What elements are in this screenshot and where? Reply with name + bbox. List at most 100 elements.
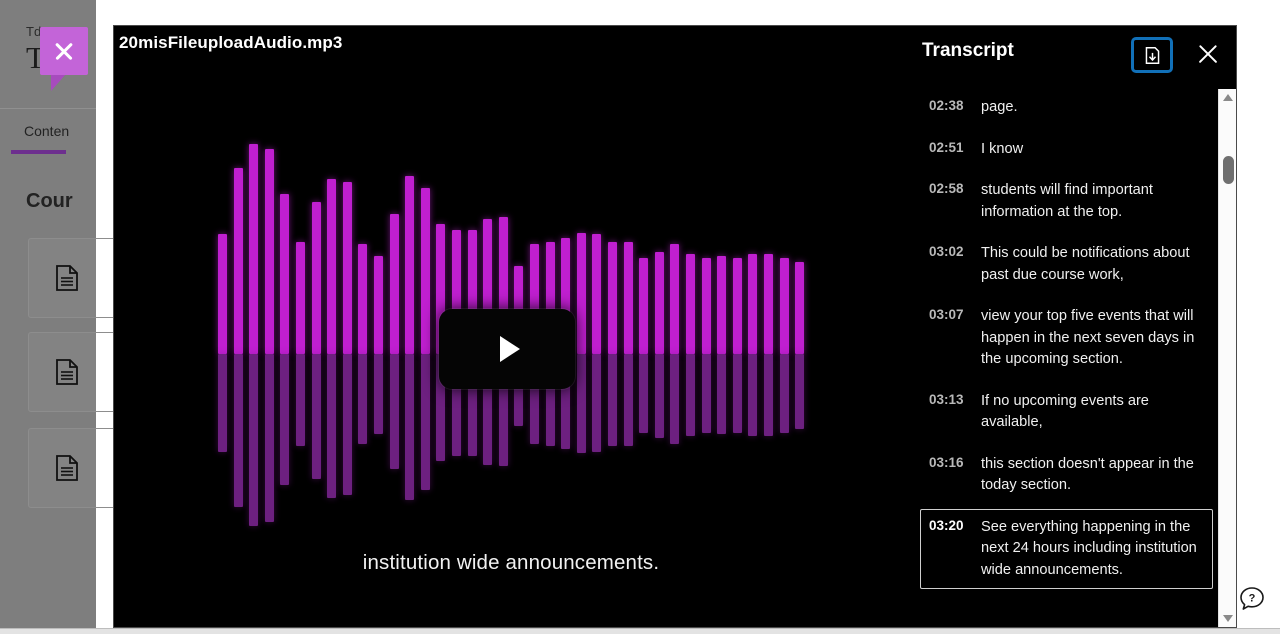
waveform-bar-mirror [452, 354, 461, 456]
section-title: Cour [26, 190, 73, 212]
waveform-bar [530, 244, 539, 354]
transcript-entry-text: See everything happening in the next 24 … [981, 518, 1197, 578]
waveform-bar-mirror [686, 354, 695, 436]
waveform-bar [592, 234, 602, 354]
scroll-down-arrow[interactable] [1219, 610, 1236, 627]
waveform-bar-mirror [374, 354, 383, 435]
waveform-bar [764, 254, 773, 354]
waveform-area[interactable] [114, 81, 908, 527]
waveform-bar [311, 202, 321, 354]
transcript-entry-time: 03:16 [929, 454, 964, 470]
callout-close-button[interactable] [40, 27, 88, 75]
download-transcript-button[interactable] [1131, 37, 1173, 73]
waveform-bar [218, 234, 227, 354]
tab-content[interactable]: Conten [24, 123, 70, 139]
waveform-bar [264, 149, 274, 354]
waveform-bar-mirror [467, 354, 477, 456]
background-course-panel: Td T Conten Cour [0, 0, 228, 628]
file-name-label: 20misFileuploadAudio.mp3 [119, 33, 343, 52]
waveform-bar [701, 258, 711, 354]
scrollbar-thumb[interactable] [1223, 156, 1234, 184]
transcript-entry-time: 02:38 [929, 98, 964, 113]
close-transcript-button[interactable] [1195, 41, 1221, 67]
download-document-icon [1145, 46, 1159, 64]
waveform-bar [498, 217, 508, 354]
waveform-bar [327, 179, 337, 354]
transcript-entry-text: I know [981, 140, 1024, 157]
waveform-bar-mirror [608, 354, 617, 446]
waveform-bar [296, 242, 305, 354]
waveform-bar [717, 256, 727, 354]
waveform-bar-mirror [530, 354, 539, 445]
background-tabbar: Conten [0, 108, 96, 156]
waveform-bar-mirror [498, 354, 508, 467]
transcript-scrollbar[interactable] [1218, 89, 1236, 627]
transcript-entry-text: This could be notifications about past d… [981, 245, 1190, 283]
document-icon [56, 359, 78, 385]
transcript-entry[interactable]: 03:02 This could be notifications about p… [920, 235, 1213, 294]
transcript-entry-time: 03:07 [929, 307, 964, 322]
waveform-bar [467, 230, 477, 354]
waveform-bar [374, 256, 383, 354]
transcript-entry-text: page. [981, 99, 1018, 115]
document-icon [56, 265, 78, 291]
waveform-bar [748, 254, 758, 354]
waveform-bar [686, 254, 695, 354]
transcript-entry-time: 03:02 [929, 244, 964, 259]
waveform-bar [452, 230, 461, 354]
waveform-bar [576, 233, 586, 354]
breadcrumb: Td [26, 24, 42, 39]
transcript-entry[interactable]: 02:51 I know [920, 131, 1213, 169]
waveform-bar-mirror [342, 354, 352, 496]
transcript-entry[interactable]: 03:07 view your top five events that will… [920, 298, 1213, 379]
scroll-up-arrow[interactable] [1219, 89, 1236, 106]
close-icon [53, 40, 75, 62]
background-panel-content: Td T Conten Cour [0, 0, 228, 628]
waveform-bar-mirror [218, 354, 227, 453]
waveform-bar [670, 244, 680, 354]
transcript-entry[interactable]: 03:13 If no upcoming events are available… [920, 383, 1213, 442]
help-question-icon: ? [1240, 587, 1264, 610]
caption-text: institution wide announcements. [362, 551, 660, 574]
transcript-entry[interactable]: 02:38 page. [920, 89, 1213, 127]
play-icon [499, 336, 520, 362]
waveform-bar [233, 168, 243, 354]
audio-player: 20misFileuploadAudio.mp3 institution wid… [114, 26, 908, 627]
waveform-bar [623, 242, 633, 354]
waveform-bar-mirror [436, 354, 446, 461]
waveform-bar-mirror [358, 354, 368, 445]
waveform-bar-mirror [389, 354, 399, 469]
waveform-bar-mirror [280, 354, 290, 486]
waveform-bar-mirror [405, 354, 415, 500]
waveform-bar-mirror [311, 354, 321, 479]
waveform-bar-mirror [545, 354, 555, 446]
transcript-entry[interactable]: 02:58 students will find important inform… [920, 172, 1213, 231]
transcript-entry-text: this section doesn't appear in the today… [981, 455, 1194, 494]
waveform-bar [420, 188, 430, 354]
audio-player-modal: 20misFileuploadAudio.mp3 institution wid… [113, 25, 1237, 628]
waveform-bar-mirror [748, 354, 758, 436]
transcript-entry-text: If no upcoming events are available, [981, 392, 1149, 431]
transcript-header: Transcript [908, 26, 1236, 89]
waveform-bar [561, 238, 571, 354]
waveform-bar-mirror [296, 354, 305, 446]
transcript-entry[interactable]: 03:16 this section doesn't appear in the … [920, 446, 1213, 505]
waveform-bar-mirror [264, 354, 274, 523]
waveform-bar [795, 262, 805, 354]
waveform-bar [639, 258, 649, 354]
waveform-bar-mirror [639, 354, 649, 433]
transcript-title: Transcript [922, 40, 1014, 61]
waveform [218, 81, 808, 527]
transcript-entry-active[interactable]: 03:20 See everything happening in the nex… [920, 508, 1213, 589]
waveform-bar-mirror [623, 354, 633, 446]
help-button[interactable]: ? [1239, 586, 1265, 612]
waveform-bar-mirror [327, 354, 337, 498]
waveform-bar [280, 194, 290, 354]
waveform-bar [732, 258, 742, 354]
transcript-list[interactable]: 02:38 page. 02:51 I know 02:58 students will … [908, 89, 1236, 627]
play-button[interactable] [439, 309, 575, 389]
tab-active-underline [11, 150, 66, 154]
waveform-bar-mirror [654, 354, 664, 438]
waveform-bar-mirror [483, 354, 493, 465]
